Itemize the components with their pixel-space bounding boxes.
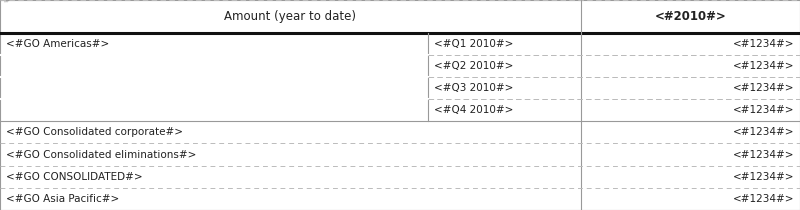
Text: <#1234#>: <#1234#> [733, 83, 794, 93]
Text: <#1234#>: <#1234#> [733, 39, 794, 49]
Text: <#GO Consolidated corporate#>: <#GO Consolidated corporate#> [6, 127, 182, 137]
Text: <#1234#>: <#1234#> [733, 194, 794, 204]
Text: <#Q4 2010#>: <#Q4 2010#> [434, 105, 514, 115]
Text: <#GO Asia Pacific#>: <#GO Asia Pacific#> [6, 194, 119, 204]
Text: <#1234#>: <#1234#> [733, 172, 794, 182]
Text: <#1234#>: <#1234#> [733, 105, 794, 115]
Text: <#1234#>: <#1234#> [733, 127, 794, 137]
Text: <#GO Americas#>: <#GO Americas#> [6, 39, 109, 49]
Text: <#Q2 2010#>: <#Q2 2010#> [434, 61, 514, 71]
Text: <#GO CONSOLIDATED#>: <#GO CONSOLIDATED#> [6, 172, 142, 182]
Text: Amount (year to date): Amount (year to date) [224, 10, 357, 23]
Text: <#Q1 2010#>: <#Q1 2010#> [434, 39, 514, 49]
Text: <#1234#>: <#1234#> [733, 150, 794, 160]
Text: <#1234#>: <#1234#> [733, 61, 794, 71]
Text: <#GO Consolidated eliminations#>: <#GO Consolidated eliminations#> [6, 150, 196, 160]
Text: <#Q3 2010#>: <#Q3 2010#> [434, 83, 514, 93]
Text: <#2010#>: <#2010#> [654, 10, 726, 23]
Text: “”: “” [3, 1, 9, 6]
